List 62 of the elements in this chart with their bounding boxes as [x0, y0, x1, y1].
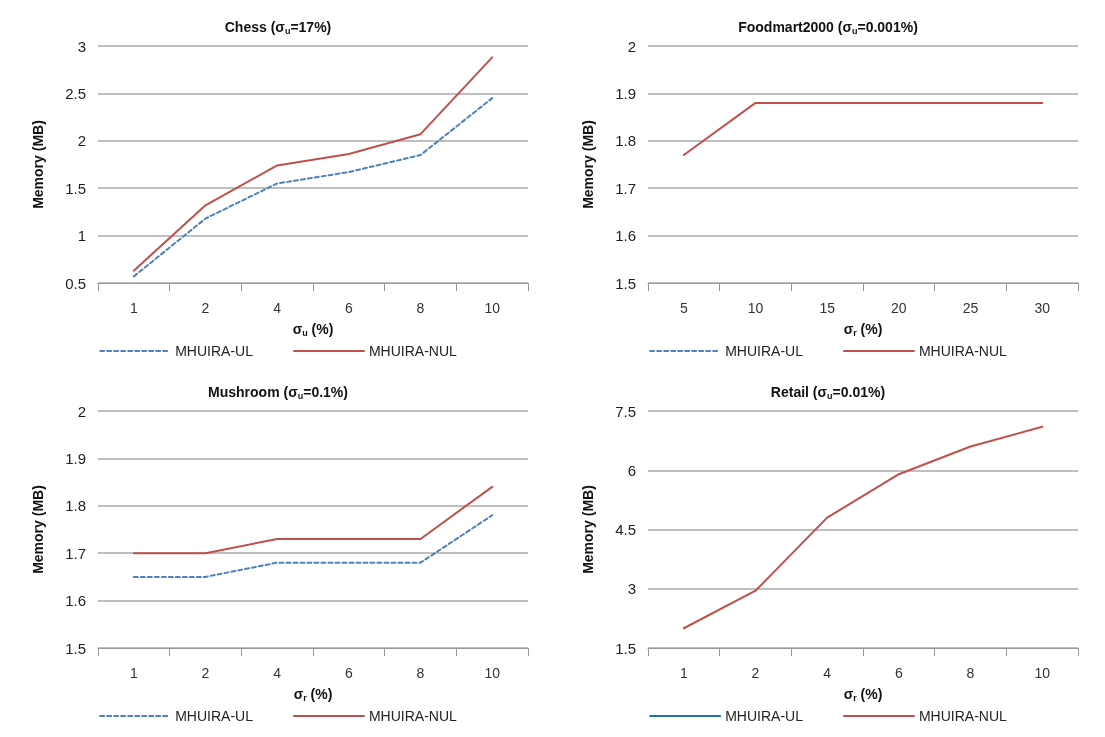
x-tick-label: 1: [129, 665, 138, 681]
y-axis-title: Memory (MB): [580, 485, 596, 574]
y-tick-label: 1.5: [65, 179, 86, 197]
y-tick-label: 1.5: [65, 639, 86, 657]
line-series: [682, 425, 1044, 630]
x-tick-label: 8: [966, 665, 975, 681]
y-tick-label: 2: [77, 402, 86, 420]
line-series: [132, 56, 494, 272]
y-tick-label: 7.5: [615, 402, 636, 420]
legend-label: MHUIRA-UL: [725, 708, 804, 724]
x-tick-label: 20: [891, 300, 907, 316]
x-tick-label: 10: [484, 300, 501, 316]
y-tick-label: 2.5: [65, 84, 86, 102]
x-tick-label: 2: [201, 665, 210, 681]
x-tick-label: 2: [751, 665, 760, 681]
y-tick-label: 0.5: [65, 274, 86, 292]
y-tick-label: 1.8: [615, 132, 636, 150]
x-tick-label: 15: [819, 300, 836, 316]
y-tick-label: 1.6: [65, 592, 86, 610]
y-axis-title: Memory (MB): [580, 120, 596, 209]
legend-label: MHUIRA-NUL: [918, 343, 1008, 359]
y-tick-label: 1.6: [615, 227, 636, 245]
y-tick-label: 2: [77, 132, 86, 150]
x-tick-label: 8: [416, 665, 425, 681]
legend-label: MHUIRA-NUL: [368, 343, 458, 359]
legend-label: MHUIRA-UL: [175, 708, 254, 724]
x-tick-label: 1: [679, 665, 688, 681]
y-tick-label: 1.5: [615, 274, 636, 292]
x-tick-label: 30: [1034, 300, 1051, 316]
legend-label: MHUIRA-NUL: [368, 708, 458, 724]
y-tick-label: 2: [627, 37, 636, 55]
x-tick-label: 4: [273, 665, 282, 681]
y-tick-label: 4.5: [615, 521, 636, 538]
x-tick-label: 4: [273, 300, 282, 316]
y-tick-label: 1.8: [65, 497, 86, 515]
y-tick-label: 3: [627, 580, 636, 598]
x-tick-label: 5: [679, 300, 688, 316]
legend-label: MHUIRA-UL: [175, 343, 254, 359]
y-axis-title: Memory (MB): [30, 485, 46, 574]
x-tick-label: 6: [894, 665, 903, 681]
x-tick-label: 10: [747, 300, 764, 316]
y-tick-label: 1.9: [65, 449, 86, 467]
x-tick-label: 4: [823, 665, 832, 681]
x-tick-label: 8: [416, 300, 425, 316]
y-tick-label: 1.7: [615, 179, 636, 197]
y-tick-label: 3: [77, 37, 86, 55]
y-tick-label: 6: [627, 461, 636, 479]
y-tick-label: 1.9: [615, 84, 636, 102]
x-tick-label: 2: [201, 300, 210, 316]
x-tick-label: 1: [129, 300, 138, 316]
legend-label: MHUIRA-UL: [725, 343, 804, 359]
y-tick-label: 1.5: [615, 639, 636, 657]
y-tick-label: 1.7: [65, 544, 86, 562]
legend-label: MHUIRA-NUL: [918, 708, 1008, 724]
x-tick-label: 10: [484, 665, 501, 681]
y-axis-title: Memory (MB): [30, 120, 46, 209]
x-tick-label: 6: [344, 300, 353, 316]
line-series: [132, 97, 494, 278]
y-tick-label: 1: [77, 227, 86, 245]
x-tick-label: 6: [344, 665, 353, 681]
x-tick-label: 10: [1034, 665, 1051, 681]
x-tick-label: 25: [962, 300, 979, 316]
